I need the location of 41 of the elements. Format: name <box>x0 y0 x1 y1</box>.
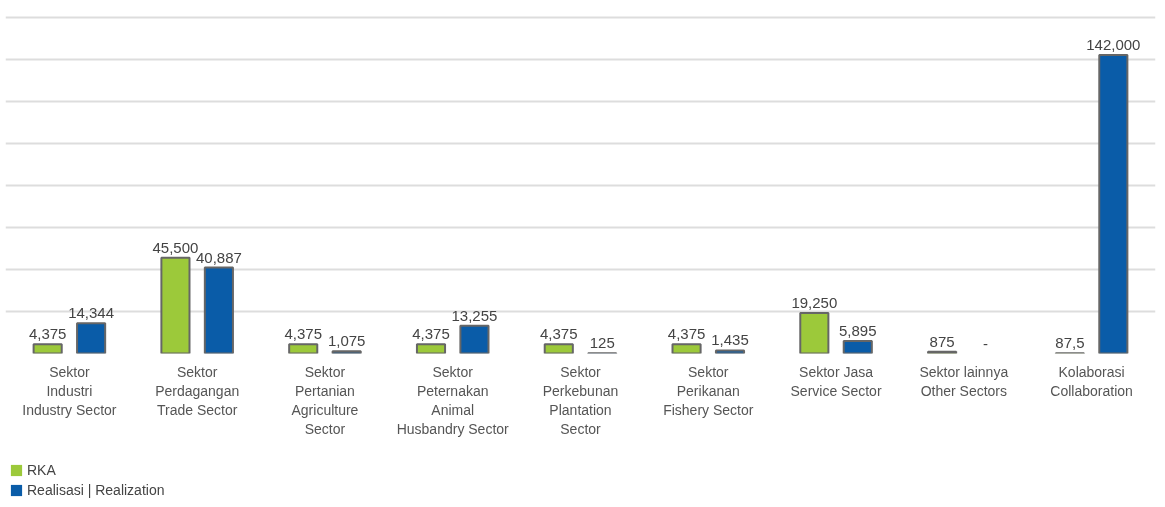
bar <box>160 256 191 354</box>
bar <box>203 266 234 354</box>
data-label: 125 <box>589 334 615 352</box>
bar <box>288 343 319 354</box>
data-label: 4,375 <box>667 325 706 343</box>
bar <box>842 340 873 354</box>
data-label: 4,375 <box>28 325 67 343</box>
x-tick-label: Sektor Perkebunan Plantation Sector <box>542 363 619 438</box>
legend-label: RKA <box>27 462 56 478</box>
data-label: 4,375 <box>284 325 322 343</box>
x-tick-label: Sektor Perikanan Fishery Sector <box>663 363 754 418</box>
data-label: 4,375 <box>412 325 450 343</box>
legend-label: Realisasi | Realization <box>27 482 165 498</box>
x-tick-label: Sektor Pertanian Agriculture Sector <box>291 363 359 438</box>
x-tick-label: Sektor lainnya Other Sectors <box>919 363 1009 399</box>
data-label: 142,000 <box>1086 36 1141 54</box>
data-label: 1,075 <box>327 332 366 350</box>
bar <box>543 343 574 354</box>
x-tick-label: Sektor Perdagangan Trade Sector <box>155 363 240 418</box>
bar <box>415 343 447 354</box>
data-label: 87,5 <box>1055 334 1085 352</box>
data-label: 5,895 <box>839 322 877 340</box>
text: - <box>983 334 989 352</box>
bar <box>76 322 107 354</box>
x-tick-label: Kolaborasi Collaboration <box>1050 363 1133 399</box>
data-label: 875 <box>929 332 955 350</box>
bar <box>671 343 702 354</box>
x-tick-label: Sektor Industri Industry Sector <box>22 363 117 418</box>
bar <box>714 349 746 354</box>
x-tick-label: Sektor Jasa Service Sector <box>790 363 882 399</box>
bar <box>32 343 63 354</box>
bar <box>1098 54 1129 354</box>
data-label: 4,375 <box>540 325 578 343</box>
data-label: 13,255 <box>451 306 498 324</box>
bar <box>331 350 362 354</box>
x-tick-label: Sektor Peternakan Animal Husbandry Sector <box>396 363 510 438</box>
bar <box>459 324 490 354</box>
data-label: 1,435 <box>711 331 749 349</box>
data-label: 14,344 <box>68 304 115 322</box>
bar <box>799 312 830 354</box>
data-label: 19,250 <box>791 294 838 312</box>
